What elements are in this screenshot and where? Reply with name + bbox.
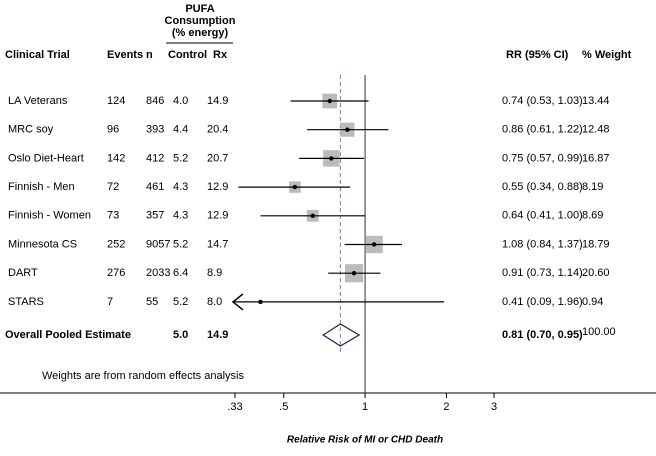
point-estimate xyxy=(329,156,334,161)
weight-label: 8.69 xyxy=(582,210,603,222)
weight-label: 16.87 xyxy=(582,152,610,164)
events: 73 xyxy=(107,210,119,222)
control: 4.4 xyxy=(173,124,188,136)
x-tick-label: .33 xyxy=(227,401,242,413)
overall-rx: 14.9 xyxy=(207,329,228,341)
point-estimate xyxy=(292,184,298,190)
overall-control: 5.0 xyxy=(173,329,188,341)
rx: 14.7 xyxy=(207,238,228,250)
overall-diamond xyxy=(322,323,361,347)
header-control: Control xyxy=(168,49,207,61)
point-estimate xyxy=(345,127,350,132)
control: 5.2 xyxy=(173,152,188,164)
n: 393 xyxy=(146,124,164,136)
x-axis-label: Relative Risk of MI or CHD Death xyxy=(287,435,443,446)
x-tick-label: 3 xyxy=(491,401,497,413)
point-estimate xyxy=(310,213,315,218)
x-tick-label: .5 xyxy=(279,401,288,413)
trial-name: LA Veterans xyxy=(8,95,68,107)
events: 72 xyxy=(107,181,119,193)
rx: 12.9 xyxy=(207,210,228,222)
header-events: Events xyxy=(107,49,143,61)
control: 4.3 xyxy=(173,210,188,222)
point-estimate xyxy=(371,242,377,247)
rr-label: 0.41 (0.09, 1.96) xyxy=(502,296,583,308)
n: 461 xyxy=(146,181,164,193)
n: 846 xyxy=(146,95,164,107)
rr-label: 0.75 (0.57, 0.99) xyxy=(502,152,583,164)
events: 276 xyxy=(107,267,125,279)
header-n: n xyxy=(146,49,153,61)
header-trial: Clinical Trial xyxy=(5,49,70,61)
control: 5.2 xyxy=(173,238,188,250)
events: 252 xyxy=(107,238,125,250)
n: 9057 xyxy=(146,238,170,250)
header-pufa: (% energy) xyxy=(172,27,229,39)
x-tick-label: 1 xyxy=(362,401,368,413)
control: 4.0 xyxy=(173,95,188,107)
weight-label: 8.19 xyxy=(582,181,603,193)
rx: 14.9 xyxy=(207,95,228,107)
rx: 8.9 xyxy=(207,267,222,279)
n: 357 xyxy=(146,210,164,222)
overall-weight: 100.00 xyxy=(582,326,616,338)
events: 124 xyxy=(107,95,125,107)
trial-name: Oslo Diet-Heart xyxy=(8,152,84,164)
rx: 12.9 xyxy=(207,181,228,193)
rr-label: 0.64 (0.41, 1.00) xyxy=(502,210,583,222)
weight-label: 18.79 xyxy=(582,238,610,250)
control: 4.3 xyxy=(173,181,188,193)
x-tick-label: 2 xyxy=(443,401,449,413)
trial-name: STARS xyxy=(8,296,44,308)
trial-name: Minnesota CS xyxy=(8,238,77,250)
header-weight: % Weight xyxy=(582,49,632,61)
trial-name: Finnish - Women xyxy=(8,210,91,222)
note: Weights are from random effects analysis xyxy=(42,370,244,382)
ci-arrow xyxy=(231,293,244,311)
rx: 20.7 xyxy=(207,152,228,164)
trial-name: MRC soy xyxy=(8,124,54,136)
header-pufa: Consumption xyxy=(165,15,236,27)
header-rr: RR (95% CI) xyxy=(506,49,569,61)
point-estimate xyxy=(327,98,332,104)
rr-label: 1.08 (0.84, 1.37) xyxy=(502,238,583,250)
trial-name: Finnish - Men xyxy=(8,181,75,193)
trial-name: DART xyxy=(8,267,38,279)
n: 2033 xyxy=(146,267,170,279)
header-rx: Rx xyxy=(213,49,228,61)
control: 6.4 xyxy=(173,267,188,279)
point-estimate xyxy=(258,299,263,305)
events: 142 xyxy=(107,152,125,164)
control: 5.2 xyxy=(173,296,188,308)
rx: 8.0 xyxy=(207,296,222,308)
rr-label: 0.74 (0.53, 1.03) xyxy=(502,95,583,107)
events: 7 xyxy=(107,296,113,308)
weight-label: 20.60 xyxy=(582,267,610,279)
point-estimate xyxy=(351,271,357,276)
n: 412 xyxy=(146,152,164,164)
weight-label: 13.44 xyxy=(582,95,610,107)
rr-label: 0.55 (0.34, 0.88) xyxy=(502,181,583,193)
n: 55 xyxy=(146,296,158,308)
overall-rr-label: 0.81 (0.70, 0.95) xyxy=(502,329,583,341)
rr-label: 0.91 (0.73, 1.14) xyxy=(502,267,583,279)
weight-label: 0.94 xyxy=(582,296,603,308)
overall-label: Overall Pooled Estimate xyxy=(5,329,131,341)
events: 96 xyxy=(107,124,119,136)
rr-label: 0.86 (0.61, 1.22) xyxy=(502,124,583,136)
rx: 20.4 xyxy=(207,124,228,136)
header-pufa: PUFA xyxy=(185,3,214,15)
weight-label: 12.48 xyxy=(582,124,610,136)
